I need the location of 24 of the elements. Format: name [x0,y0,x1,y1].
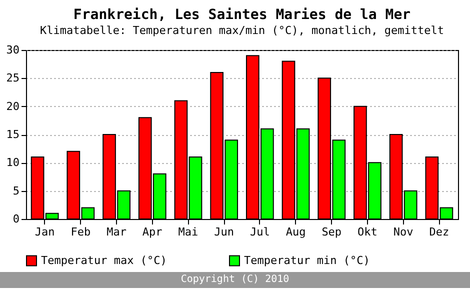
chart-subtitle: Klimatabelle: Temperaturen max/min (°C), monatlich, gemittelt [40,24,444,37]
y-tick-label: 0 [12,212,20,226]
x-tick-label: Jun [214,226,234,238]
x-tick-label: Nov [393,226,414,238]
x-tick-label: Mar [106,226,127,238]
x-tick-label: Apr [142,226,163,238]
legend-label: Temperatur max (°C) [41,254,167,267]
x-tick-label: Okt [358,226,378,238]
x-tick-label: Mai [178,226,198,238]
x-tick-label: Feb [70,226,91,238]
y-tick-label: 25 [6,72,20,85]
x-tick-label: Sep [322,226,342,238]
y-tick-label: 20 [6,100,20,113]
x-tick-label: Jul [250,226,270,238]
legend-label: Temperatur min (°C) [244,254,370,267]
y-tick-label: 30 [6,44,20,56]
chart-title: Frankreich, Les Saintes Maries de la Mer [73,7,411,23]
x-tick-label: Jan [34,226,55,238]
y-tick-label: 15 [6,128,20,141]
x-tick-label: Dez [429,226,450,238]
text: Copyright (C) 2010 [0,272,470,288]
x-tick-label: Aug [286,226,306,238]
y-tick-label: 5 [12,184,20,198]
y-tick-label: 10 [6,156,20,170]
